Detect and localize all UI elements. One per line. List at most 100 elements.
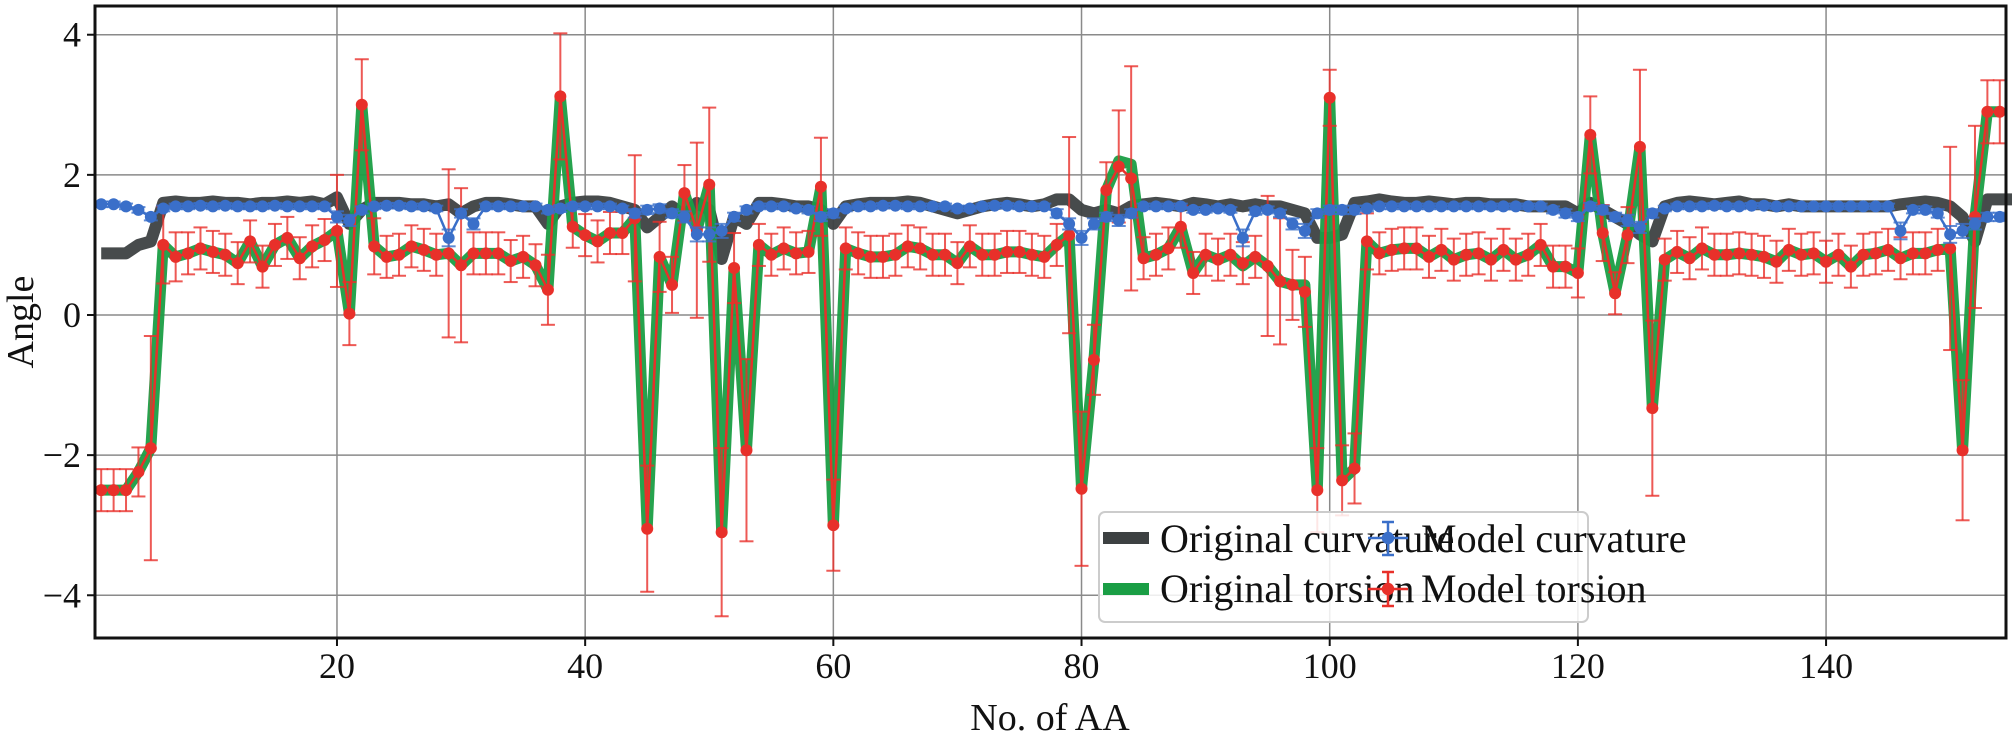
data-point	[876, 199, 889, 212]
data-point	[1187, 266, 1200, 279]
data-point	[1249, 250, 1262, 263]
data-point	[1944, 228, 1957, 241]
data-point	[715, 224, 728, 237]
data-point	[926, 200, 939, 213]
data-point	[1968, 217, 1981, 230]
data-point	[144, 442, 157, 455]
data-point	[1633, 221, 1646, 234]
data-point	[1733, 200, 1746, 213]
data-point	[1323, 203, 1336, 216]
data-point	[393, 199, 406, 212]
data-point	[728, 210, 741, 223]
data-point	[1906, 203, 1919, 216]
data-point	[1336, 203, 1349, 216]
data-point	[1385, 243, 1398, 256]
data-point	[1336, 474, 1349, 487]
data-point	[1199, 203, 1212, 216]
data-point	[1236, 231, 1249, 244]
data-point	[628, 207, 641, 220]
data-point	[1720, 200, 1733, 213]
data-point	[281, 231, 294, 244]
data-point	[1398, 242, 1411, 255]
data-point	[293, 252, 306, 265]
x-axis-label: No. of AA	[970, 697, 1130, 737]
data-point	[1745, 199, 1758, 212]
data-point	[752, 200, 765, 213]
data-point	[976, 248, 989, 261]
data-point	[107, 484, 120, 497]
data-point	[1658, 202, 1671, 215]
x-tick-label: 120	[1551, 646, 1605, 686]
data-point	[566, 220, 579, 233]
data-point	[1224, 203, 1237, 216]
data-point	[1311, 484, 1324, 497]
data-point	[1708, 248, 1721, 261]
data-point	[1125, 207, 1138, 220]
data-point	[1993, 210, 2006, 223]
data-point	[1025, 248, 1038, 261]
data-point	[393, 248, 406, 261]
data-point	[678, 187, 691, 200]
data-point	[1038, 250, 1051, 263]
data-point	[641, 522, 654, 535]
data-point	[1125, 172, 1138, 185]
data-point	[281, 200, 294, 213]
data-point	[368, 200, 381, 213]
data-point	[1571, 210, 1584, 223]
data-point	[728, 262, 741, 275]
data-point	[1137, 252, 1150, 265]
data-point	[591, 200, 604, 213]
data-point	[442, 247, 455, 260]
data-point	[1584, 200, 1597, 213]
data-point	[1410, 200, 1423, 213]
data-point	[1857, 200, 1870, 213]
data-point	[1795, 200, 1808, 213]
data-point	[1087, 217, 1100, 230]
data-point	[107, 198, 120, 211]
x-tick-label: 40	[567, 646, 603, 686]
data-point	[1795, 248, 1808, 261]
data-point	[1373, 247, 1386, 260]
data-point	[1844, 200, 1857, 213]
data-point	[1286, 217, 1299, 230]
data-point	[1956, 224, 1969, 237]
data-point	[1609, 287, 1622, 300]
data-point	[703, 228, 716, 241]
data-point	[355, 203, 368, 216]
data-point	[1013, 200, 1026, 213]
data-point	[1112, 214, 1125, 227]
data-point	[529, 200, 542, 213]
data-point	[1323, 91, 1336, 104]
data-point	[194, 199, 207, 212]
data-point	[1646, 402, 1659, 415]
data-point	[603, 227, 616, 240]
data-point	[231, 257, 244, 270]
data-point	[554, 202, 567, 215]
data-point	[355, 98, 368, 111]
data-point	[988, 248, 1001, 261]
data-point	[343, 214, 356, 227]
y-tick-label: −4	[43, 575, 81, 615]
data-point	[1497, 243, 1510, 256]
data-point	[529, 259, 542, 272]
data-point	[120, 484, 133, 497]
data-point	[268, 199, 281, 212]
data-point	[1149, 200, 1162, 213]
data-point	[1112, 160, 1125, 173]
data-point	[1695, 200, 1708, 213]
data-point	[1025, 200, 1038, 213]
data-point	[455, 207, 468, 220]
data-point	[182, 247, 195, 260]
data-point	[889, 248, 902, 261]
data-point	[901, 200, 914, 213]
data-point	[1472, 247, 1485, 260]
data-point	[517, 200, 530, 213]
data-point	[455, 259, 468, 272]
data-point	[1671, 200, 1684, 213]
data-point	[405, 200, 418, 213]
data-point	[206, 200, 219, 213]
data-point	[467, 217, 480, 230]
data-point	[1596, 227, 1609, 240]
data-point	[802, 203, 815, 216]
data-point	[926, 248, 939, 261]
